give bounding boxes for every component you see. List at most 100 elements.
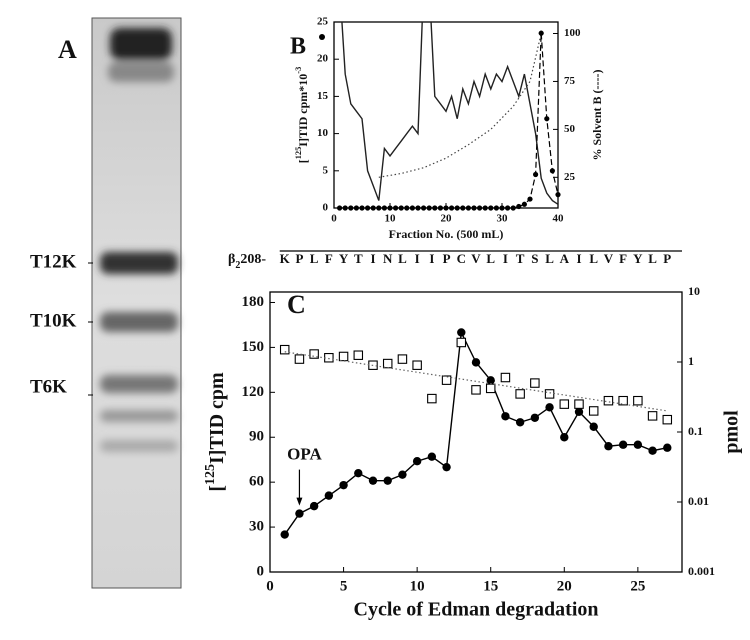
point [663,443,672,452]
point [549,168,556,174]
point [618,440,628,449]
residue: A [560,251,570,266]
y-tick-label: 5 [323,164,329,176]
point [544,116,550,122]
point [456,337,467,348]
y-tick-label: 150 [242,339,265,355]
y-tick-label: 60 [249,474,264,490]
x-tick-label: 0 [331,213,337,225]
point [412,456,422,466]
y-tick-label: 120 [242,384,265,400]
point [538,30,544,36]
x-tick-label: 40 [553,213,565,225]
point [279,344,290,355]
series-line [341,22,558,205]
label-part: 125 [203,464,218,485]
point [324,491,334,500]
point [515,389,525,399]
point [544,389,555,399]
residue: P [663,251,671,266]
point [515,418,525,427]
point [404,205,410,211]
label-part: 208- [240,252,266,267]
point [337,205,343,211]
residue: F [619,251,627,266]
point [482,205,488,211]
point [633,395,643,406]
point [471,205,477,211]
gel [91,17,182,589]
point [412,360,422,370]
plot-frame [333,21,559,209]
point [382,358,393,369]
point [397,354,408,364]
point [460,205,466,211]
point [662,414,673,425]
x-tick-label: 25 [630,578,645,594]
panel-label: C [287,290,306,319]
x-tick-label: 5 [340,578,348,594]
label-part: [ [206,485,228,492]
y2-tick-label: 100 [564,27,581,39]
residue: K [280,251,291,266]
panel-label: B [290,34,306,60]
point [427,393,437,404]
residue: C [457,251,466,266]
y2-tick-label: 75 [564,75,576,87]
series-line [378,33,542,178]
point [471,358,481,367]
point [348,205,354,211]
legend-marker [319,34,325,40]
x-axis-label: Cycle of Edman degradation [354,599,599,621]
residue: Y [339,251,349,266]
point [409,205,415,211]
point [441,375,452,385]
residue: I [429,251,434,266]
point [588,406,599,416]
x-tick-label: 15 [483,578,498,594]
label-part: β [228,252,235,267]
residue: I [415,251,420,266]
point [560,433,569,442]
point [370,205,376,211]
point [398,470,407,479]
band-label: T12K [30,251,77,272]
residue: S [531,251,538,266]
point [415,205,421,211]
y2-tick-label: 50 [564,123,576,135]
chart: 0 5 10 15 20 25 0 30 60 90 120 150 180 0.001 0.01 0.1 1 1… [203,250,743,621]
point [454,205,460,211]
annotation: OPA [287,445,322,464]
y-axis-label: [125I]TID cpm [203,372,228,492]
y2-tick-label: 25 [564,171,576,183]
x-tick-label: 0 [266,578,274,594]
point [426,205,432,211]
point [648,446,657,455]
sequence-prefix: β2208- [228,252,266,271]
residue: L [589,251,598,266]
residue: L [545,251,554,266]
point [499,205,505,211]
residue: Y [633,251,643,266]
residue: F [325,251,333,266]
x-tick-label: 10 [385,213,397,225]
residue: L [648,251,657,266]
y-tick-label: 180 [242,294,265,310]
point [604,442,613,451]
point [365,205,371,211]
point [500,372,511,383]
y-tick-label: 0 [257,563,265,579]
y-tick-label: 30 [249,519,264,535]
y2-tick-label: 0.1 [688,424,703,438]
point [633,440,643,449]
y-tick-label: 10 [317,127,329,139]
residue: I [370,251,375,266]
point [432,205,438,211]
y2-axis-label: % Solvent B (----) [590,70,604,161]
point [471,385,481,395]
point [393,205,399,211]
point [486,376,495,385]
point [339,480,348,490]
panel-label: A [58,35,77,64]
x-tick-label: 20 [557,578,572,594]
